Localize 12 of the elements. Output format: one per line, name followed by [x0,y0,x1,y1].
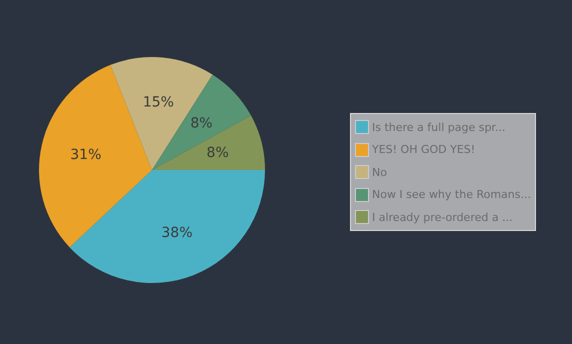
legend-label: No [372,166,387,178]
legend-label: Now I see why the Romans... [372,188,531,201]
pie-slice [70,170,265,283]
data-label: 38% [161,225,193,242]
data-label: 31% [70,147,102,164]
legend-label: YES! OH GOD YES! [372,143,476,156]
pie-slice [152,116,265,170]
data-label: 15% [142,94,174,110]
legend-label: Is there a full page spr... [372,120,506,134]
data-label: 8% [206,145,229,162]
data-label: 8% [190,116,213,132]
legend-label: I already pre-ordered a ... [372,210,513,224]
